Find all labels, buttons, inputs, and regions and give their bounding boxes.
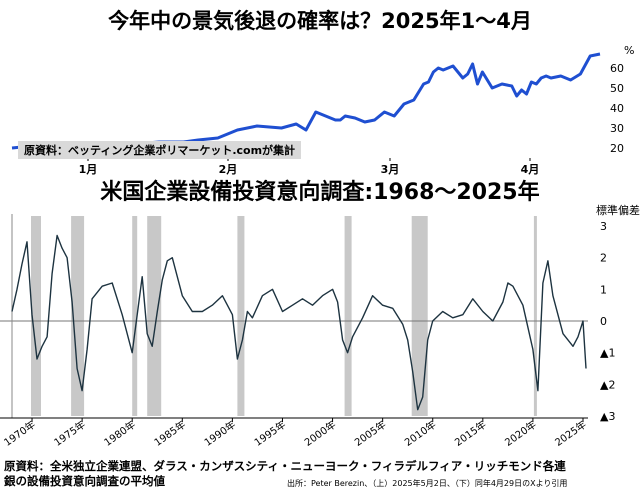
bottom-x-tick-label: 1985年 bbox=[152, 418, 188, 449]
bottom-x-tick-label: 1975年 bbox=[51, 418, 87, 449]
bottom-y-tick-label: 3 bbox=[600, 220, 607, 233]
bottom-y-tick-label: ▲3 bbox=[600, 410, 615, 423]
bottom-x-tick-label: 1970年 bbox=[1, 418, 37, 449]
top-x-tick-label: 1月 bbox=[79, 163, 98, 176]
top-y-tick-label: 60 bbox=[610, 62, 624, 75]
bottom-x-tick-label: 2020年 bbox=[502, 418, 538, 449]
recession-band bbox=[132, 216, 138, 416]
top-y-tick-label: 40 bbox=[610, 102, 624, 115]
top-unit-label: % bbox=[624, 44, 634, 57]
bottom-y-tick-label: 0 bbox=[600, 315, 607, 328]
bottom-y-tick-label: ▲2 bbox=[600, 378, 615, 391]
top-x-tick-label: 4月 bbox=[521, 163, 540, 176]
bottom-y-tick-label: ▲1 bbox=[600, 347, 615, 360]
bottom-x-tick-label: 2005年 bbox=[352, 418, 388, 449]
bottom-x-tick-label: 2000年 bbox=[302, 418, 338, 449]
bottom-x-tick-label: 1995年 bbox=[252, 418, 288, 449]
recession-band bbox=[533, 216, 537, 416]
top-chart-title: 今年中の景気後退の確率は？2025年1〜4月 bbox=[108, 9, 532, 33]
bottom-x-tick-label: 2015年 bbox=[452, 418, 488, 449]
bottom-y-tick-label: 2 bbox=[600, 252, 607, 265]
bottom-x-tick-label: 1980年 bbox=[101, 418, 137, 449]
recession-band bbox=[344, 216, 352, 416]
footer-credit: 出所：Peter Berezin、（上）2025年5月2日、（下）同年4月29日… bbox=[287, 479, 568, 488]
recession-band bbox=[237, 216, 245, 416]
top-y-tick-label: 30 bbox=[610, 122, 624, 135]
footer-source: 原資料：全米独立企業連盟、ダラス・カンザスシティ・ニューヨーク・フィラデルフィア… bbox=[4, 459, 566, 489]
recession-band bbox=[71, 216, 85, 416]
top-series-line bbox=[11, 52, 601, 150]
recession-band bbox=[411, 216, 428, 416]
top-x-tick-label: 2月 bbox=[219, 163, 238, 176]
bottom-chart-title: 米国企業設備投資意向調査:1968〜2025年 bbox=[100, 180, 540, 205]
bottom-x-tick-label: 2010年 bbox=[402, 418, 438, 449]
top-y-tick-label: 20 bbox=[610, 142, 624, 155]
bottom-x-tick-label: 1990年 bbox=[202, 418, 238, 449]
footer-source-line1: 原資料：全米独立企業連盟、ダラス・カンザスシティ・ニューヨーク・フィラデルフィア… bbox=[4, 459, 566, 473]
top-chart-source: 原資料：ベッティング企業ポリマーケット.comが集計 bbox=[18, 141, 302, 159]
bottom-unit-label: 標準偏差 bbox=[596, 203, 640, 217]
top-y-tick-label: 50 bbox=[610, 82, 624, 95]
top-x-tick-label: 3月 bbox=[381, 163, 400, 176]
footer-source-line2: 銀の設備投資意向調査の平均値 bbox=[4, 474, 165, 488]
recession-band bbox=[147, 216, 162, 416]
bottom-series-line bbox=[11, 234, 587, 411]
recession-band bbox=[31, 216, 41, 416]
bottom-x-tick-label: 2025年 bbox=[552, 418, 588, 449]
bottom-y-tick-label: 1 bbox=[600, 283, 607, 296]
